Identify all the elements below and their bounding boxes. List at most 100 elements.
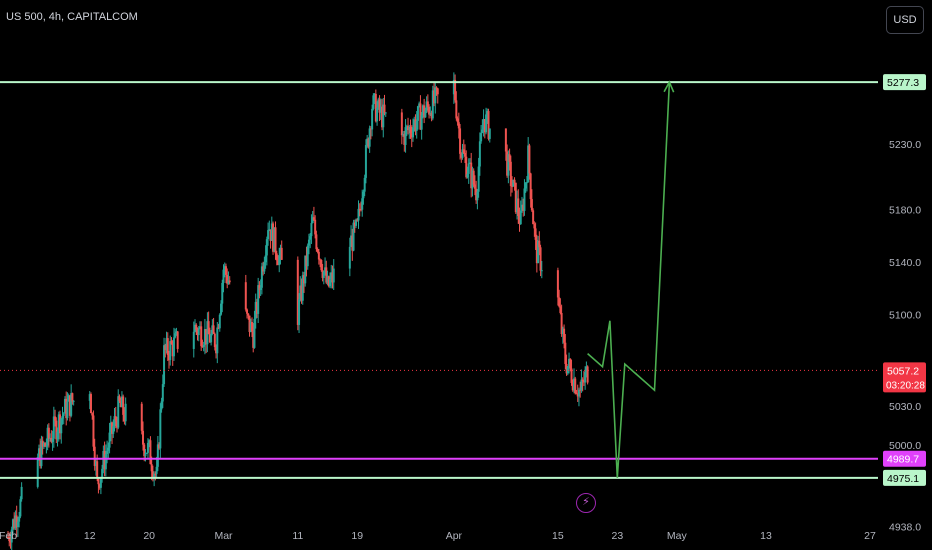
candle-body bbox=[258, 285, 261, 291]
candle-body bbox=[68, 395, 71, 416]
candle-body bbox=[67, 395, 70, 402]
candle-body bbox=[278, 255, 281, 265]
candle-body bbox=[530, 199, 533, 211]
candle-body bbox=[460, 153, 463, 158]
candle-body bbox=[56, 431, 59, 440]
candle-body bbox=[122, 396, 125, 415]
candle-body bbox=[99, 477, 102, 488]
candle-body bbox=[534, 228, 537, 240]
candle-body bbox=[309, 236, 312, 240]
candle-body bbox=[218, 314, 221, 329]
candle-body bbox=[524, 182, 527, 189]
candle-body bbox=[310, 223, 313, 237]
candle-body bbox=[513, 179, 516, 183]
candle-body bbox=[377, 99, 380, 108]
x-tick-label: 20 bbox=[143, 530, 155, 542]
candle-body bbox=[50, 437, 53, 442]
candle-body bbox=[506, 151, 509, 176]
candle-body bbox=[268, 229, 271, 231]
candle-body bbox=[148, 440, 151, 443]
candle-body bbox=[486, 111, 489, 115]
candle-body bbox=[348, 246, 351, 269]
candle-body bbox=[418, 103, 421, 107]
candle-body bbox=[111, 422, 114, 434]
candle-body bbox=[537, 240, 540, 264]
x-tick-label: 11 bbox=[292, 530, 303, 542]
current-price-tag-label: 5057.2 bbox=[887, 365, 919, 377]
candle-body bbox=[368, 128, 371, 147]
candle-body bbox=[409, 126, 412, 134]
candle-body bbox=[61, 415, 64, 419]
candle-body bbox=[244, 282, 247, 310]
candle-body bbox=[96, 461, 99, 479]
x-tick-label: Feb bbox=[0, 530, 17, 542]
candle-body bbox=[508, 154, 511, 162]
candle-body bbox=[108, 432, 111, 448]
candle-body bbox=[580, 379, 583, 391]
candle-body bbox=[210, 333, 213, 343]
candle-body bbox=[18, 516, 21, 522]
candle-body bbox=[40, 440, 43, 467]
candle-body bbox=[467, 163, 470, 174]
horizontal-levels bbox=[0, 81, 878, 479]
candle-body bbox=[564, 342, 567, 364]
candle-body bbox=[326, 276, 329, 283]
candle-body bbox=[414, 119, 417, 131]
candle-body bbox=[262, 266, 265, 272]
candle-body bbox=[462, 149, 465, 154]
candle-body bbox=[471, 170, 474, 189]
candle-body bbox=[228, 280, 231, 283]
x-tick-label: Mar bbox=[214, 530, 233, 542]
candle-body bbox=[280, 247, 283, 260]
candle-body bbox=[201, 346, 204, 348]
candle-body bbox=[145, 452, 148, 454]
candle-body bbox=[298, 299, 301, 325]
candle-body bbox=[211, 325, 214, 334]
symbol-title: US 500, 4h, CAPITALCOM bbox=[6, 11, 138, 23]
candle-body bbox=[470, 162, 473, 189]
candle-body bbox=[150, 464, 153, 472]
candle-body bbox=[415, 120, 418, 131]
candle-body bbox=[411, 127, 414, 138]
candle-body bbox=[329, 279, 332, 287]
candle-body bbox=[572, 378, 575, 391]
candle-body bbox=[20, 486, 23, 500]
candle-body bbox=[174, 333, 177, 338]
candle-body bbox=[581, 379, 584, 382]
candle-body bbox=[112, 426, 115, 434]
candle-body bbox=[356, 219, 359, 221]
candle-body bbox=[454, 79, 457, 101]
candle-body bbox=[208, 334, 211, 343]
candle-body bbox=[39, 448, 42, 467]
candle-body bbox=[154, 473, 157, 475]
lightning-icon[interactable]: ⚡ bbox=[576, 493, 596, 513]
candle-body bbox=[568, 358, 571, 367]
candle-body bbox=[315, 234, 318, 250]
y-tick-label: 5030.0 bbox=[889, 401, 921, 413]
candle-body bbox=[9, 541, 12, 543]
candle-body bbox=[66, 401, 69, 419]
candle-body bbox=[71, 393, 74, 402]
candle-body bbox=[205, 329, 208, 345]
candle-body bbox=[224, 266, 227, 275]
candle-body bbox=[246, 309, 249, 314]
candle-body bbox=[155, 466, 158, 474]
x-tick-label: May bbox=[667, 530, 688, 542]
level-price-tag-bg bbox=[883, 469, 926, 486]
candle-body bbox=[322, 271, 325, 278]
candle-body bbox=[535, 239, 538, 264]
candle-body bbox=[11, 519, 14, 530]
candle-body bbox=[404, 127, 407, 145]
candle-body bbox=[570, 368, 573, 383]
candle-body bbox=[250, 321, 253, 332]
candle-body bbox=[60, 418, 63, 434]
candle-body bbox=[52, 416, 55, 439]
candle-body bbox=[264, 255, 267, 263]
currency-button[interactable]: USD bbox=[886, 6, 924, 34]
candle-body bbox=[402, 134, 405, 136]
candle-body bbox=[321, 270, 324, 278]
candle-body bbox=[106, 450, 109, 455]
candle-body bbox=[254, 301, 257, 319]
candle-body bbox=[357, 208, 360, 221]
